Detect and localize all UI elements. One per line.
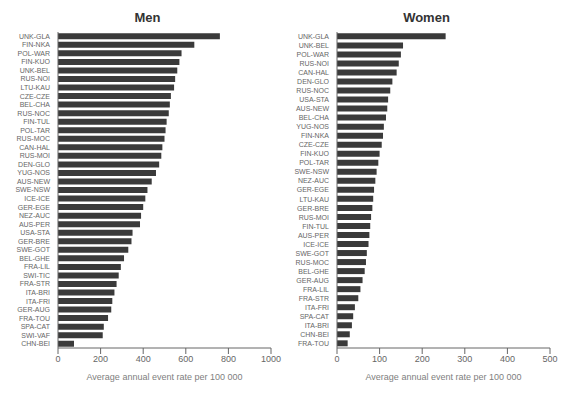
svg-text:CAN-HAL: CAN-HAL bbox=[298, 69, 329, 76]
svg-text:UNK-BEL: UNK-BEL bbox=[20, 67, 50, 74]
svg-text:ICE-ICE: ICE-ICE bbox=[24, 195, 50, 202]
svg-text:FIN-TUL: FIN-TUL bbox=[302, 223, 329, 230]
svg-text:LTU-KAU: LTU-KAU bbox=[300, 196, 329, 203]
svg-text:ITA-BRI: ITA-BRI bbox=[26, 289, 50, 296]
svg-text:SWI-TIC: SWI-TIC bbox=[23, 272, 50, 279]
svg-text:SWI-VAF: SWI-VAF bbox=[21, 332, 50, 339]
svg-text:500: 500 bbox=[542, 354, 557, 364]
svg-text:NEZ-AUC: NEZ-AUC bbox=[19, 212, 50, 219]
svg-text:POL-TAR: POL-TAR bbox=[299, 159, 329, 166]
svg-text:LTU-KAU: LTU-KAU bbox=[21, 84, 50, 91]
svg-text:800: 800 bbox=[221, 354, 236, 364]
svg-text:SWE-GOT: SWE-GOT bbox=[296, 250, 330, 257]
svg-text:YUG-NOS: YUG-NOS bbox=[17, 169, 50, 176]
svg-text:CHN-BEI: CHN-BEI bbox=[21, 340, 50, 347]
svg-text:BEL-GHE: BEL-GHE bbox=[19, 255, 50, 262]
svg-text:GER-BRE: GER-BRE bbox=[297, 205, 329, 212]
svg-text:NEZ-AUC: NEZ-AUC bbox=[298, 177, 329, 184]
svg-text:RUS-MOI: RUS-MOI bbox=[20, 152, 50, 159]
svg-text:AUS-NEW: AUS-NEW bbox=[296, 105, 329, 112]
svg-text:RUS-NOI: RUS-NOI bbox=[299, 60, 329, 67]
svg-text:RUS-NOI: RUS-NOI bbox=[20, 75, 50, 82]
svg-text:FRA-LIL: FRA-LIL bbox=[24, 263, 50, 270]
svg-text:FIN-TUL: FIN-TUL bbox=[23, 118, 50, 125]
svg-text:RUS-MOI: RUS-MOI bbox=[299, 214, 329, 221]
svg-text:GER-EGE: GER-EGE bbox=[18, 204, 51, 211]
html-text:Women: Women bbox=[403, 10, 450, 25]
svg-text:FRA-LIL: FRA-LIL bbox=[303, 286, 329, 293]
svg-text:ITA-BRI: ITA-BRI bbox=[305, 322, 329, 329]
svg-text:SPA-CAT: SPA-CAT bbox=[300, 313, 330, 320]
svg-text:AUS-PER: AUS-PER bbox=[298, 232, 329, 239]
svg-text:200: 200 bbox=[93, 354, 108, 364]
svg-text:GER-EGE: GER-EGE bbox=[297, 186, 330, 193]
svg-text:FRA-STR: FRA-STR bbox=[299, 295, 329, 302]
svg-text:Average annual event rate per: Average annual event rate per 100 000 bbox=[366, 372, 522, 382]
svg-text:RUS-MOC: RUS-MOC bbox=[17, 135, 50, 142]
svg-text:BEL-CHA: BEL-CHA bbox=[299, 114, 330, 121]
svg-text:FIN-KUO: FIN-KUO bbox=[21, 58, 50, 65]
svg-text:BEL-CHA: BEL-CHA bbox=[20, 101, 51, 108]
svg-text:POL-WAR: POL-WAR bbox=[18, 50, 50, 57]
svg-text:SWE-NSW: SWE-NSW bbox=[294, 168, 329, 175]
svg-text:FIN-KUO: FIN-KUO bbox=[300, 150, 329, 157]
svg-text:FIN-NKA: FIN-NKA bbox=[22, 41, 50, 48]
svg-text:AUS-NEW: AUS-NEW bbox=[17, 178, 50, 185]
svg-text:DEN-GLO: DEN-GLO bbox=[297, 78, 329, 85]
svg-text:RUS-MOC: RUS-MOC bbox=[296, 259, 329, 266]
svg-text:ITA-FRI: ITA-FRI bbox=[305, 304, 329, 311]
svg-text:POL-TAR: POL-TAR bbox=[20, 127, 50, 134]
svg-text:200: 200 bbox=[415, 354, 430, 364]
svg-text:300: 300 bbox=[457, 354, 472, 364]
svg-text:CZE-CZE: CZE-CZE bbox=[299, 141, 330, 148]
svg-text:AUS-PER: AUS-PER bbox=[19, 221, 50, 228]
svg-text:400: 400 bbox=[136, 354, 151, 364]
svg-text:400: 400 bbox=[500, 354, 515, 364]
svg-text:100: 100 bbox=[372, 354, 387, 364]
svg-text:DEN-GLO: DEN-GLO bbox=[18, 161, 50, 168]
svg-text:CHN-BEI: CHN-BEI bbox=[300, 331, 329, 338]
svg-text:0: 0 bbox=[55, 354, 60, 364]
svg-text:BEL-GHE: BEL-GHE bbox=[298, 268, 329, 275]
svg-text:1000: 1000 bbox=[261, 354, 281, 364]
svg-text:USA-STA: USA-STA bbox=[20, 229, 50, 236]
html-text:Men: Men bbox=[134, 10, 161, 25]
svg-text:UNK-GLA: UNK-GLA bbox=[298, 33, 329, 40]
svg-text:GER-BRE: GER-BRE bbox=[18, 238, 50, 245]
svg-text:ITA-FRI: ITA-FRI bbox=[26, 298, 50, 305]
svg-text:GER-AUG: GER-AUG bbox=[17, 306, 50, 313]
svg-text:SWE-GOT: SWE-GOT bbox=[17, 246, 51, 253]
svg-text:SWE-NSW: SWE-NSW bbox=[15, 186, 50, 193]
svg-text:UNK-BEL: UNK-BEL bbox=[299, 42, 329, 49]
svg-text:GER-AUG: GER-AUG bbox=[296, 277, 329, 284]
svg-text:ICE-ICE: ICE-ICE bbox=[303, 241, 329, 248]
svg-text:CZE-CZE: CZE-CZE bbox=[20, 93, 51, 100]
svg-text:CAN-HAL: CAN-HAL bbox=[19, 144, 50, 151]
svg-text:SPA-CAT: SPA-CAT bbox=[21, 323, 51, 330]
svg-text:Average annual event rate per: Average annual event rate per 100 000 bbox=[87, 372, 243, 382]
svg-text:UNK-GLA: UNK-GLA bbox=[19, 33, 50, 40]
svg-text:POL-WAR: POL-WAR bbox=[297, 51, 329, 58]
svg-text:FRA-STR: FRA-STR bbox=[20, 280, 50, 287]
svg-text:RUS-NOC: RUS-NOC bbox=[17, 110, 50, 117]
svg-text:YUG-NOS: YUG-NOS bbox=[296, 123, 329, 130]
svg-text:USA-STA: USA-STA bbox=[299, 96, 329, 103]
svg-text:FIN-NKA: FIN-NKA bbox=[301, 132, 329, 139]
svg-text:RUS-NOC: RUS-NOC bbox=[296, 87, 329, 94]
svg-text:FRA-TOU: FRA-TOU bbox=[298, 340, 329, 347]
svg-text:FRA-TOU: FRA-TOU bbox=[19, 315, 50, 322]
svg-text:0: 0 bbox=[334, 354, 339, 364]
svg-text:600: 600 bbox=[178, 354, 193, 364]
